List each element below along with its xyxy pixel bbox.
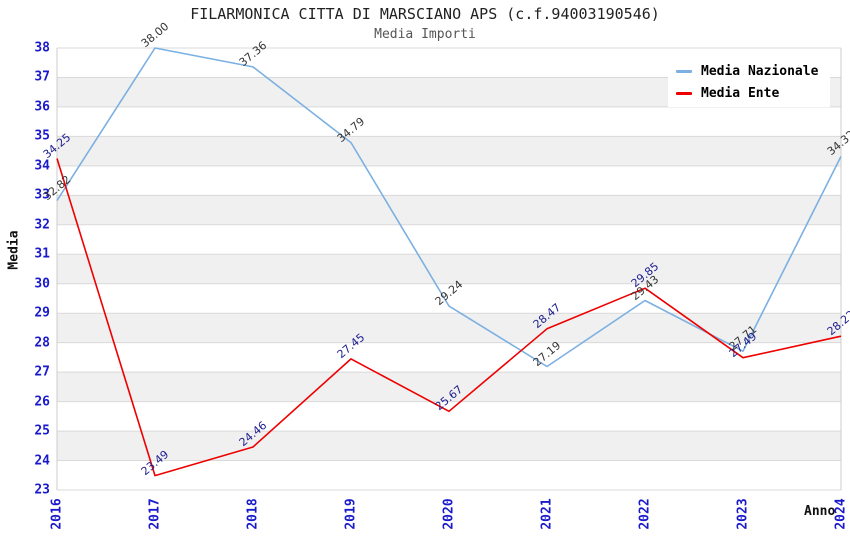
y-tick-label: 35 (34, 128, 50, 144)
x-tick-label: 2021 (539, 498, 555, 530)
chart-title: FILARMONICA CITTA DI MARSCIANO APS (c.f.… (190, 5, 660, 23)
legend-swatch-blue-line-icon (676, 69, 692, 73)
y-tick-label: 36 (34, 99, 50, 115)
y-tick-label: 37 (34, 69, 50, 85)
series-line-media-ente (56, 158, 842, 477)
y-tick-label: 29 (34, 305, 50, 321)
y-tick-label: 32 (34, 217, 50, 233)
y-tick-label: 33 (34, 187, 50, 203)
legend-item-media-nazionale: Media Nazionale (676, 63, 818, 79)
plot-band (57, 313, 841, 343)
y-tick-label: 34 (34, 158, 50, 174)
y-tick-label: 30 (34, 276, 50, 292)
legend-swatch-red-line-icon (676, 91, 692, 95)
plot-band (57, 431, 841, 461)
y-tick-label: 24 (34, 453, 50, 469)
plot-band (57, 372, 841, 402)
x-tick-label: 2024 (833, 498, 849, 530)
y-tick-label: 27 (34, 364, 50, 380)
legend-label: Media Nazionale (701, 63, 819, 79)
x-axis-title: Anno (804, 504, 836, 519)
y-tick-label: 31 (34, 246, 50, 262)
y-tick-label: 25 (34, 423, 50, 439)
plot-band (57, 254, 841, 284)
x-tick-label: 2023 (735, 498, 751, 530)
legend-item-media-ente: Media Ente (676, 85, 818, 101)
x-tick-label: 2017 (147, 498, 163, 530)
y-tick-label: 23 (34, 482, 50, 498)
y-tick-label: 28 (34, 335, 50, 351)
x-tick-label: 2019 (343, 498, 359, 530)
x-tick-label: 2018 (245, 498, 261, 530)
chart-subtitle: Media Importi (374, 27, 476, 42)
x-tick-label: 2020 (441, 498, 457, 530)
legend-label: Media Ente (701, 85, 780, 101)
plot-band (57, 136, 841, 166)
y-tick-label: 38 (34, 40, 50, 56)
x-tick-label: 2016 (49, 498, 65, 530)
plot-band (57, 195, 841, 225)
legend: Media Nazionale Media Ente (668, 57, 831, 107)
x-tick-label: 2022 (637, 498, 653, 530)
y-tick-label: 26 (34, 394, 50, 410)
